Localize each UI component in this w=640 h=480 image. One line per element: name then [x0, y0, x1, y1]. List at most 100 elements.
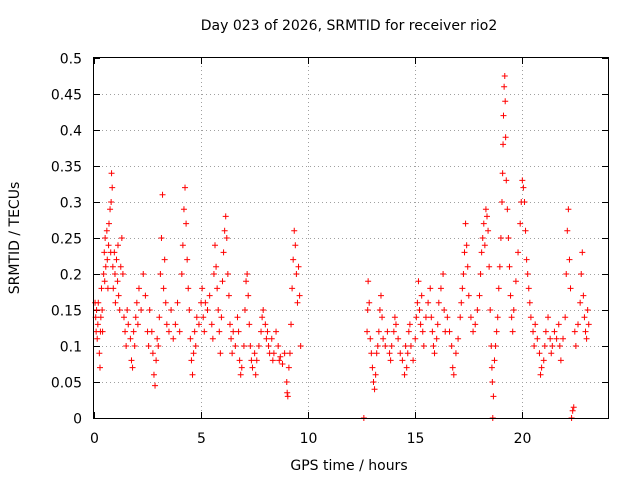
data-point	[467, 314, 474, 321]
data-point	[128, 357, 135, 364]
y-tick-label: 0.15	[51, 304, 82, 320]
data-point	[492, 343, 499, 349]
data-point	[429, 328, 436, 335]
data-point	[145, 343, 152, 349]
data-point	[522, 227, 529, 234]
data-point	[459, 285, 466, 292]
data-point	[493, 328, 500, 335]
data-point	[413, 314, 420, 321]
data-point	[419, 328, 426, 335]
data-point	[462, 220, 469, 227]
data-point	[491, 357, 498, 364]
data-point	[564, 227, 571, 234]
data-point	[500, 112, 507, 119]
data-point	[284, 393, 291, 400]
data-point	[458, 299, 465, 306]
x-tick-label: 15	[407, 431, 425, 447]
data-point	[501, 73, 508, 79]
data-point	[101, 249, 108, 256]
data-point	[103, 227, 110, 234]
data-point	[140, 271, 147, 277]
data-point	[240, 343, 247, 349]
data-point	[523, 256, 530, 263]
data-point	[161, 256, 168, 263]
data-point	[369, 364, 376, 371]
data-point	[102, 263, 109, 270]
data-point	[275, 343, 282, 349]
x-axis-label: GPS time / hours	[290, 458, 407, 474]
data-point	[508, 314, 515, 321]
data-point	[179, 242, 186, 249]
data-point	[452, 350, 459, 357]
data-point	[112, 299, 119, 306]
data-point	[506, 263, 513, 270]
data-point	[105, 242, 112, 249]
data-point	[427, 285, 434, 292]
data-point	[134, 321, 141, 328]
data-point	[252, 371, 259, 378]
data-point	[115, 292, 122, 299]
data-point	[470, 328, 477, 335]
data-point	[549, 343, 556, 349]
data-point	[487, 307, 494, 313]
data-point	[150, 371, 157, 378]
data-point	[251, 350, 258, 357]
data-point	[268, 335, 275, 342]
data-point	[410, 357, 417, 364]
data-point	[580, 292, 587, 299]
data-point	[420, 343, 427, 349]
data-point	[505, 235, 512, 241]
data-point	[165, 328, 172, 335]
data-point	[116, 307, 123, 313]
data-point	[555, 321, 562, 328]
data-point	[235, 328, 242, 335]
data-point	[376, 307, 383, 313]
y-axis-label: SRMTID / TECUs	[7, 182, 23, 295]
data-point	[527, 314, 534, 321]
data-point	[406, 321, 413, 328]
data-point	[366, 299, 373, 306]
data-point	[367, 335, 374, 342]
data-point	[94, 335, 101, 342]
data-point	[571, 328, 578, 335]
data-point	[217, 350, 224, 357]
data-point	[98, 285, 105, 292]
data-point	[551, 328, 558, 335]
data-point	[125, 321, 132, 328]
data-point	[476, 292, 483, 299]
y-tick-label: 0.5	[60, 52, 82, 68]
data-point	[557, 357, 564, 364]
data-point	[114, 278, 121, 285]
data-point	[221, 227, 228, 234]
data-point	[127, 335, 134, 342]
data-point	[162, 299, 169, 306]
data-point	[503, 177, 510, 184]
data-point	[273, 328, 280, 335]
data-point	[241, 307, 248, 313]
data-point	[99, 328, 106, 335]
data-point	[262, 321, 269, 328]
data-point	[479, 235, 486, 241]
data-point	[373, 350, 380, 357]
data-point	[449, 364, 456, 371]
data-point	[157, 271, 164, 277]
data-point	[192, 343, 199, 349]
data-point	[142, 292, 149, 299]
data-point	[446, 328, 453, 335]
data-point	[374, 343, 381, 349]
data-point	[288, 321, 295, 328]
data-point	[155, 343, 162, 349]
data-point	[581, 314, 588, 321]
data-point	[525, 285, 532, 292]
data-point	[486, 263, 493, 270]
data-point	[124, 307, 131, 313]
data-point	[433, 335, 440, 342]
data-point	[99, 307, 106, 313]
data-point	[243, 278, 250, 285]
y-tick-label: 0.1	[60, 340, 82, 356]
data-point	[209, 335, 216, 342]
data-point	[372, 371, 379, 378]
data-point	[415, 278, 422, 285]
y-tick-label: 0.25	[51, 232, 82, 248]
